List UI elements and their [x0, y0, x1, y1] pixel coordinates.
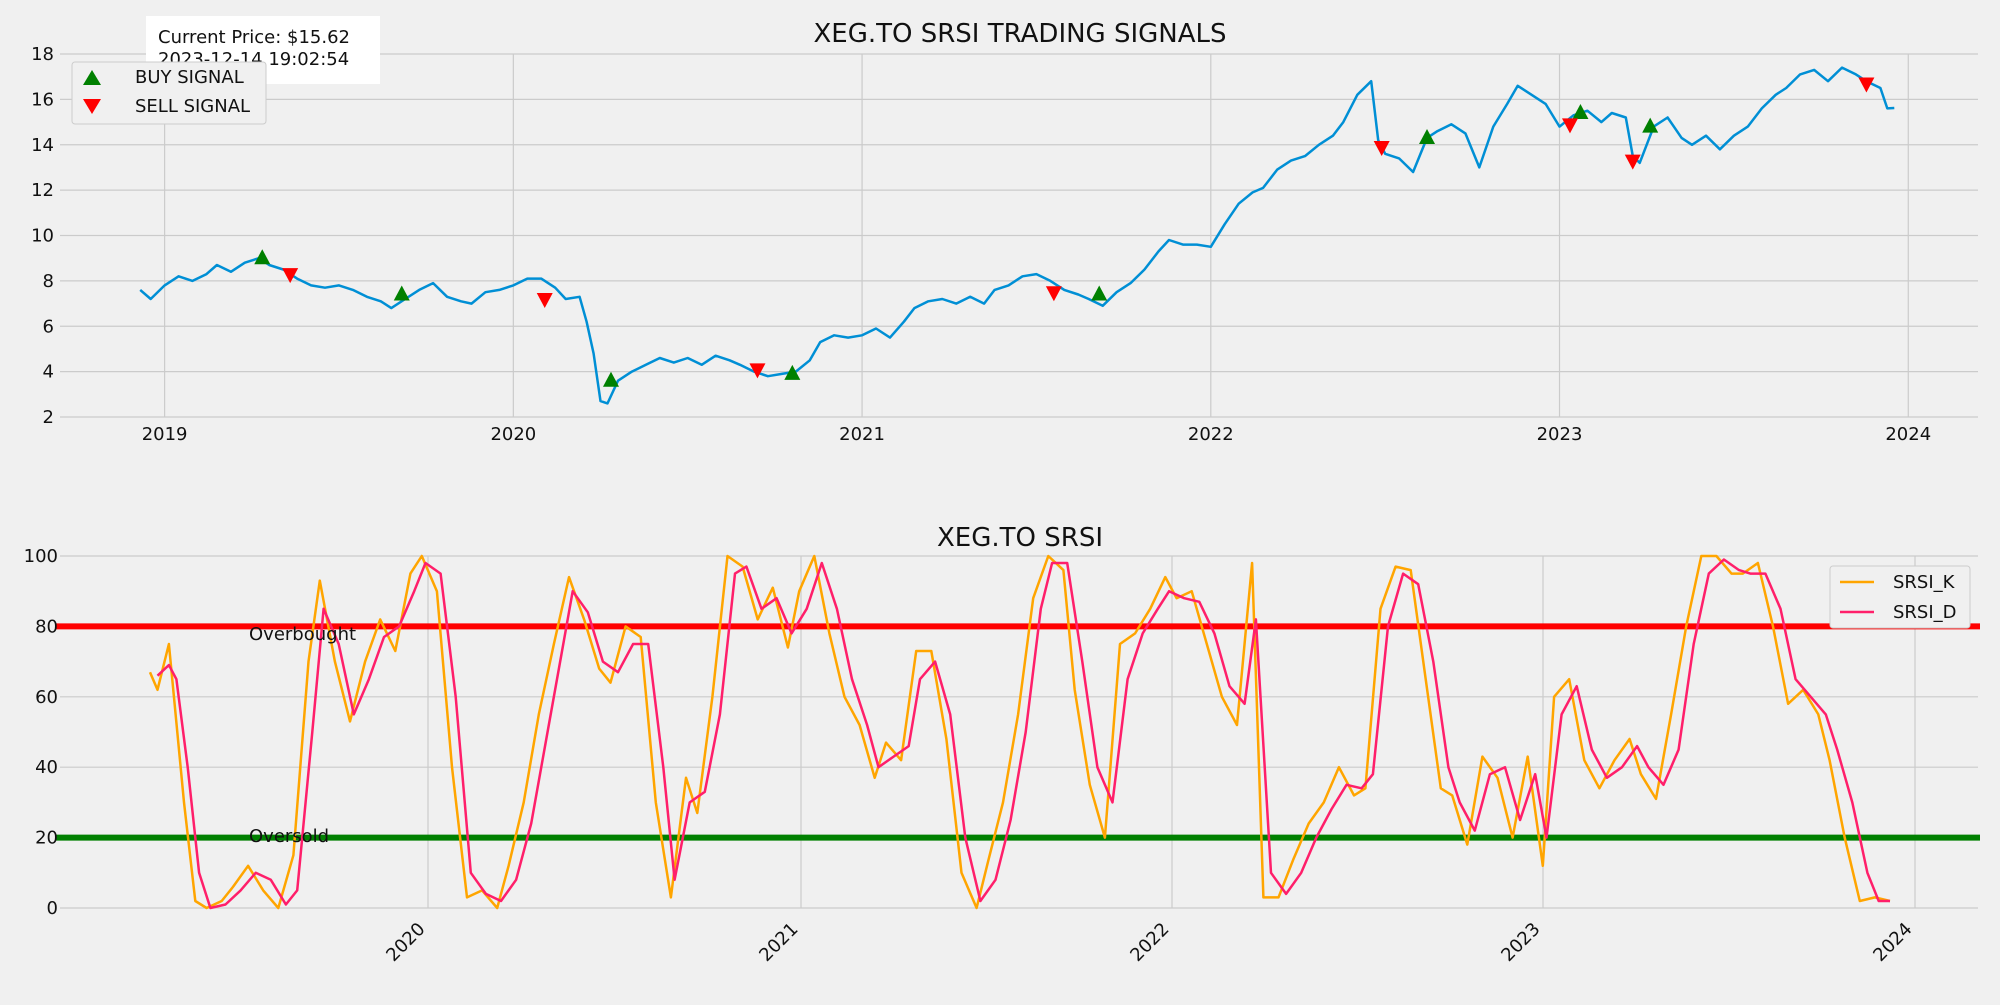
legend-buy-signal: BUY SIGNAL: [135, 67, 244, 88]
legend-srsi-k: SRSI_K: [1893, 572, 1956, 593]
price-line: [139, 66, 1895, 405]
buy-signal-marker: [602, 371, 619, 387]
price-y-tick-label: 6: [43, 316, 54, 337]
price-x-tick-label: 2021: [839, 424, 885, 445]
srsi-y-tick-label: 20: [35, 828, 58, 849]
price-chart-title: XEG.TO SRSI TRADING SIGNALS: [813, 19, 1226, 49]
srsi-series: [148, 554, 1891, 910]
buy-signal-marker: [784, 364, 801, 380]
srsi-ticks: 0 20 40 60 80 100 2020 2021 2022 2023 2024: [24, 546, 1917, 966]
buy-signal-marker: [1091, 285, 1108, 301]
srsi-x-tick-label: 2021: [755, 919, 802, 966]
sell-signal-marker: [1373, 141, 1390, 157]
price-ticks: 2 4 6 8 10 12 14 16 18 2019 2020 2021 2022 2023 2024: [31, 44, 1931, 445]
sell-signal-marker: [1624, 154, 1641, 170]
legend-sell-signal: SELL SIGNAL: [135, 96, 250, 117]
signal-legend-box: [71, 61, 267, 125]
srsi-legend: SRSI_K SRSI_D: [1829, 565, 1971, 629]
buy-signal-marker: [393, 285, 410, 301]
srsi-x-tick-label: 2024: [1869, 919, 1916, 966]
price-y-tick-label: 2: [43, 407, 54, 428]
srsi-y-tick-label: 0: [47, 898, 58, 919]
srsi-chart-title: XEG.TO SRSI: [937, 523, 1103, 553]
price-x-tick-label: 2024: [1885, 424, 1931, 445]
srsi-d-line: [156, 558, 1890, 910]
price-chart: 2 4 6 8 10 12 14 16 18 2019 2020 2021 2022 2023 2024 X…: [31, 16, 1978, 445]
price-y-tick-label: 14: [31, 135, 54, 156]
price-x-tick-label: 2020: [490, 424, 536, 445]
sell-signal-icon: [83, 99, 101, 114]
srsi-x-tick-label: 2020: [382, 919, 429, 966]
srsi-y-tick-label: 60: [35, 687, 58, 708]
signal-legend: BUY SIGNAL SELL SIGNAL: [71, 61, 267, 125]
price-y-tick-label: 4: [43, 362, 54, 383]
srsi-y-tick-label: 100: [24, 546, 58, 567]
buy-signal-marker: [1642, 117, 1659, 133]
buy-signal-marker: [254, 249, 271, 265]
sell-signal-marker: [282, 268, 299, 284]
oversold-label: Oversold: [249, 826, 329, 847]
buy-signal-marker: [1572, 103, 1589, 119]
srsi-x-tick-label: 2022: [1126, 919, 1173, 966]
sell-signal-marker: [1858, 77, 1875, 93]
signal-markers: [254, 77, 1875, 387]
srsi-k-line: [148, 554, 1891, 910]
price-x-tick-label: 2022: [1188, 424, 1234, 445]
price-y-tick-label: 18: [31, 44, 54, 65]
price-x-tick-label: 2019: [142, 424, 188, 445]
price-series: [139, 66, 1895, 405]
srsi-chart: 0 20 40 60 80 100 2020 2021 2022 2023 2024 XEG.TO …: [24, 523, 1980, 966]
current-price-text: Current Price: $15.62: [158, 27, 350, 48]
sell-signal-marker: [749, 363, 766, 379]
buy-signal-marker: [1419, 128, 1436, 144]
srsi-y-tick-label: 80: [35, 616, 58, 637]
sell-signal-marker: [1561, 118, 1578, 134]
srsi-y-tick-label: 40: [35, 757, 58, 778]
price-grid: [60, 53, 1978, 418]
price-x-tick-label: 2023: [1537, 424, 1583, 445]
price-y-tick-label: 8: [43, 271, 54, 292]
sell-signal-marker: [536, 293, 553, 309]
price-y-tick-label: 12: [31, 180, 54, 201]
srsi-reference-lines: [55, 623, 1980, 841]
overbought-label: Overbought: [249, 624, 356, 645]
srsi-x-tick-label: 2023: [1497, 919, 1544, 966]
legend-srsi-d: SRSI_D: [1893, 602, 1957, 623]
price-y-tick-label: 16: [31, 89, 54, 110]
sell-signal-marker: [1045, 286, 1062, 302]
price-y-tick-label: 10: [31, 226, 54, 247]
buy-signal-icon: [83, 70, 101, 85]
